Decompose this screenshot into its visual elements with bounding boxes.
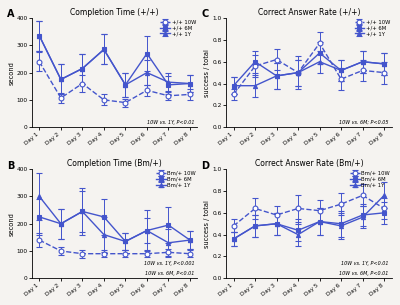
Y-axis label: second: second	[8, 61, 14, 84]
Text: D: D	[201, 160, 209, 170]
Title: Correct Answer Rate (+/+): Correct Answer Rate (+/+)	[258, 8, 360, 17]
Text: A: A	[7, 9, 14, 20]
Y-axis label: success / total: success / total	[204, 49, 210, 97]
Legend: Bm/+ 10W, Bm/+ 6M, Bm/+ 1Y: Bm/+ 10W, Bm/+ 6M, Bm/+ 1Y	[156, 170, 196, 188]
Text: 10W vs. 6M, P<0.01: 10W vs. 6M, P<0.01	[145, 271, 194, 276]
Legend: +/+ 10W, +/+ 6M, +/+ 1Y: +/+ 10W, +/+ 6M, +/+ 1Y	[160, 19, 196, 37]
Y-axis label: second: second	[8, 212, 14, 236]
Title: Correct Answer Rate (Bm/+): Correct Answer Rate (Bm/+)	[254, 160, 363, 168]
Legend: Bm/+ 10W, Bm/+ 6M, Bm/+ 1Y: Bm/+ 10W, Bm/+ 6M, Bm/+ 1Y	[350, 170, 391, 188]
Text: B: B	[7, 160, 14, 170]
Legend: +/+ 10W, +/+ 6M, +/+ 1Y: +/+ 10W, +/+ 6M, +/+ 1Y	[354, 19, 391, 37]
Title: Completion Time (Bm/+): Completion Time (Bm/+)	[67, 160, 162, 168]
Text: 10W vs. 6M; P<0.05: 10W vs. 6M; P<0.05	[339, 120, 388, 125]
Text: 10W vs. 6M, P<0.01: 10W vs. 6M, P<0.01	[339, 271, 388, 276]
Text: 10W vs. 1Y, P<0.01: 10W vs. 1Y, P<0.01	[147, 120, 194, 125]
Y-axis label: success / total: success / total	[204, 200, 210, 248]
Text: 10W vs. 1Y, P<0.01: 10W vs. 1Y, P<0.01	[341, 261, 388, 266]
Text: C: C	[201, 9, 208, 20]
Text: 10W vs. 1Y, P<0.001: 10W vs. 1Y, P<0.001	[144, 261, 194, 266]
Title: Completion Time (+/+): Completion Time (+/+)	[70, 8, 159, 17]
